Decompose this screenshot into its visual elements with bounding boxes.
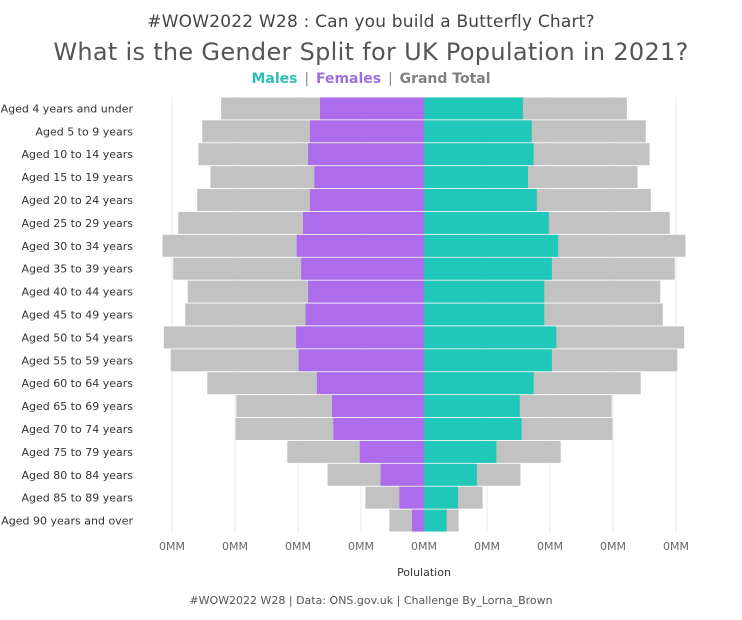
male-bar[interactable] [424, 303, 545, 326]
female-bar[interactable] [301, 257, 424, 280]
female-bar[interactable] [305, 303, 424, 326]
male-bar[interactable] [424, 440, 497, 463]
male-bar[interactable] [424, 166, 528, 189]
male-bar[interactable] [424, 326, 557, 349]
female-bar[interactable] [308, 143, 424, 166]
x-tick-label: 0MM [474, 540, 500, 553]
legend-separator: | [304, 71, 310, 87]
female-bar[interactable] [314, 166, 424, 189]
female-bar[interactable] [298, 349, 424, 372]
female-bar[interactable] [320, 97, 424, 120]
male-bar[interactable] [424, 120, 532, 143]
category-label: Aged 90 years and over [1, 515, 133, 528]
category-label: Aged 50 to 54 years [21, 331, 133, 344]
page-title: What is the Gender Split for UK Populati… [53, 38, 689, 66]
category-label: Aged 85 to 89 years [21, 492, 133, 505]
female-bar[interactable] [359, 440, 424, 463]
female-bar[interactable] [296, 234, 424, 257]
female-bar[interactable] [308, 280, 424, 303]
female-bar[interactable] [309, 189, 424, 212]
x-tick-label: 0MM [537, 540, 563, 553]
legend-separator: | [387, 71, 393, 87]
male-bar[interactable] [424, 280, 545, 303]
category-label: Aged 20 to 24 years [21, 194, 133, 207]
challenge-title: #WOW2022 W28 : Can you build a Butterfly… [147, 12, 595, 32]
category-label: Aged 80 to 84 years [21, 469, 133, 482]
legend: Males | Females | Grand Total [0, 71, 742, 87]
category-labels: Aged 4 years and under Aged 5 to 9 years A… [1, 102, 134, 527]
x-tick-label: 0MM [348, 540, 374, 553]
category-label: Aged 35 to 39 years [21, 263, 133, 276]
female-bar[interactable] [380, 463, 424, 486]
male-bar[interactable] [424, 234, 559, 257]
x-tick-label: 0MM [663, 540, 689, 553]
female-bar[interactable] [333, 417, 424, 440]
x-tick-label: 0MM [159, 540, 185, 553]
category-label: Aged 25 to 29 years [21, 217, 133, 230]
category-label: Aged 5 to 9 years [35, 125, 133, 138]
female-bar[interactable] [309, 120, 424, 143]
male-bars [424, 97, 559, 532]
category-label: Aged 30 to 34 years [21, 240, 133, 253]
x-tick-label: 0MM [411, 540, 437, 553]
male-bar[interactable] [424, 372, 534, 395]
female-bar[interactable] [332, 395, 424, 418]
legend-females[interactable]: Females [315, 71, 382, 87]
female-bar[interactable] [316, 372, 424, 395]
category-label: Aged 45 to 49 years [21, 309, 133, 322]
male-bar[interactable] [424, 509, 447, 532]
x-axis-title: Polulation [397, 566, 451, 579]
female-bar[interactable] [303, 211, 424, 234]
x-tick-label: 0MM [285, 540, 311, 553]
category-label: Aged 55 to 59 years [21, 354, 133, 367]
category-label: Aged 75 to 79 years [21, 446, 133, 459]
x-tick-label: 0MM [222, 540, 248, 553]
category-label: Aged 65 to 69 years [21, 400, 133, 413]
male-bar[interactable] [424, 257, 552, 280]
legend-grand-total[interactable]: Grand Total [399, 71, 491, 87]
footer-credit: #WOW2022 W28 | Data: ONS.gov.uk | Challe… [189, 594, 553, 607]
male-bar[interactable] [424, 211, 549, 234]
male-bar[interactable] [424, 463, 477, 486]
category-label: Aged 15 to 19 years [21, 171, 133, 184]
category-label: Aged 4 years and under [1, 102, 134, 115]
female-bar[interactable] [296, 326, 424, 349]
female-bars [296, 97, 424, 532]
x-tick-label: 0MM [600, 540, 626, 553]
male-bar[interactable] [424, 349, 552, 372]
female-bar[interactable] [412, 509, 424, 532]
male-bar[interactable] [424, 143, 534, 166]
category-label: Aged 70 to 74 years [21, 423, 133, 436]
male-bar[interactable] [424, 417, 522, 440]
category-label: Aged 40 to 44 years [21, 286, 133, 299]
male-bar[interactable] [424, 97, 523, 120]
x-tick-labels: 0MM 0MM 0MM 0MM 0MM 0MM 0MM 0MM 0MM [159, 540, 689, 553]
male-bar[interactable] [424, 486, 459, 509]
category-label: Aged 60 to 64 years [21, 377, 133, 390]
male-bar[interactable] [424, 395, 520, 418]
legend-males[interactable]: Males [251, 71, 298, 87]
male-bar[interactable] [424, 189, 537, 212]
category-label: Aged 10 to 14 years [21, 148, 133, 161]
female-bar[interactable] [399, 486, 424, 509]
